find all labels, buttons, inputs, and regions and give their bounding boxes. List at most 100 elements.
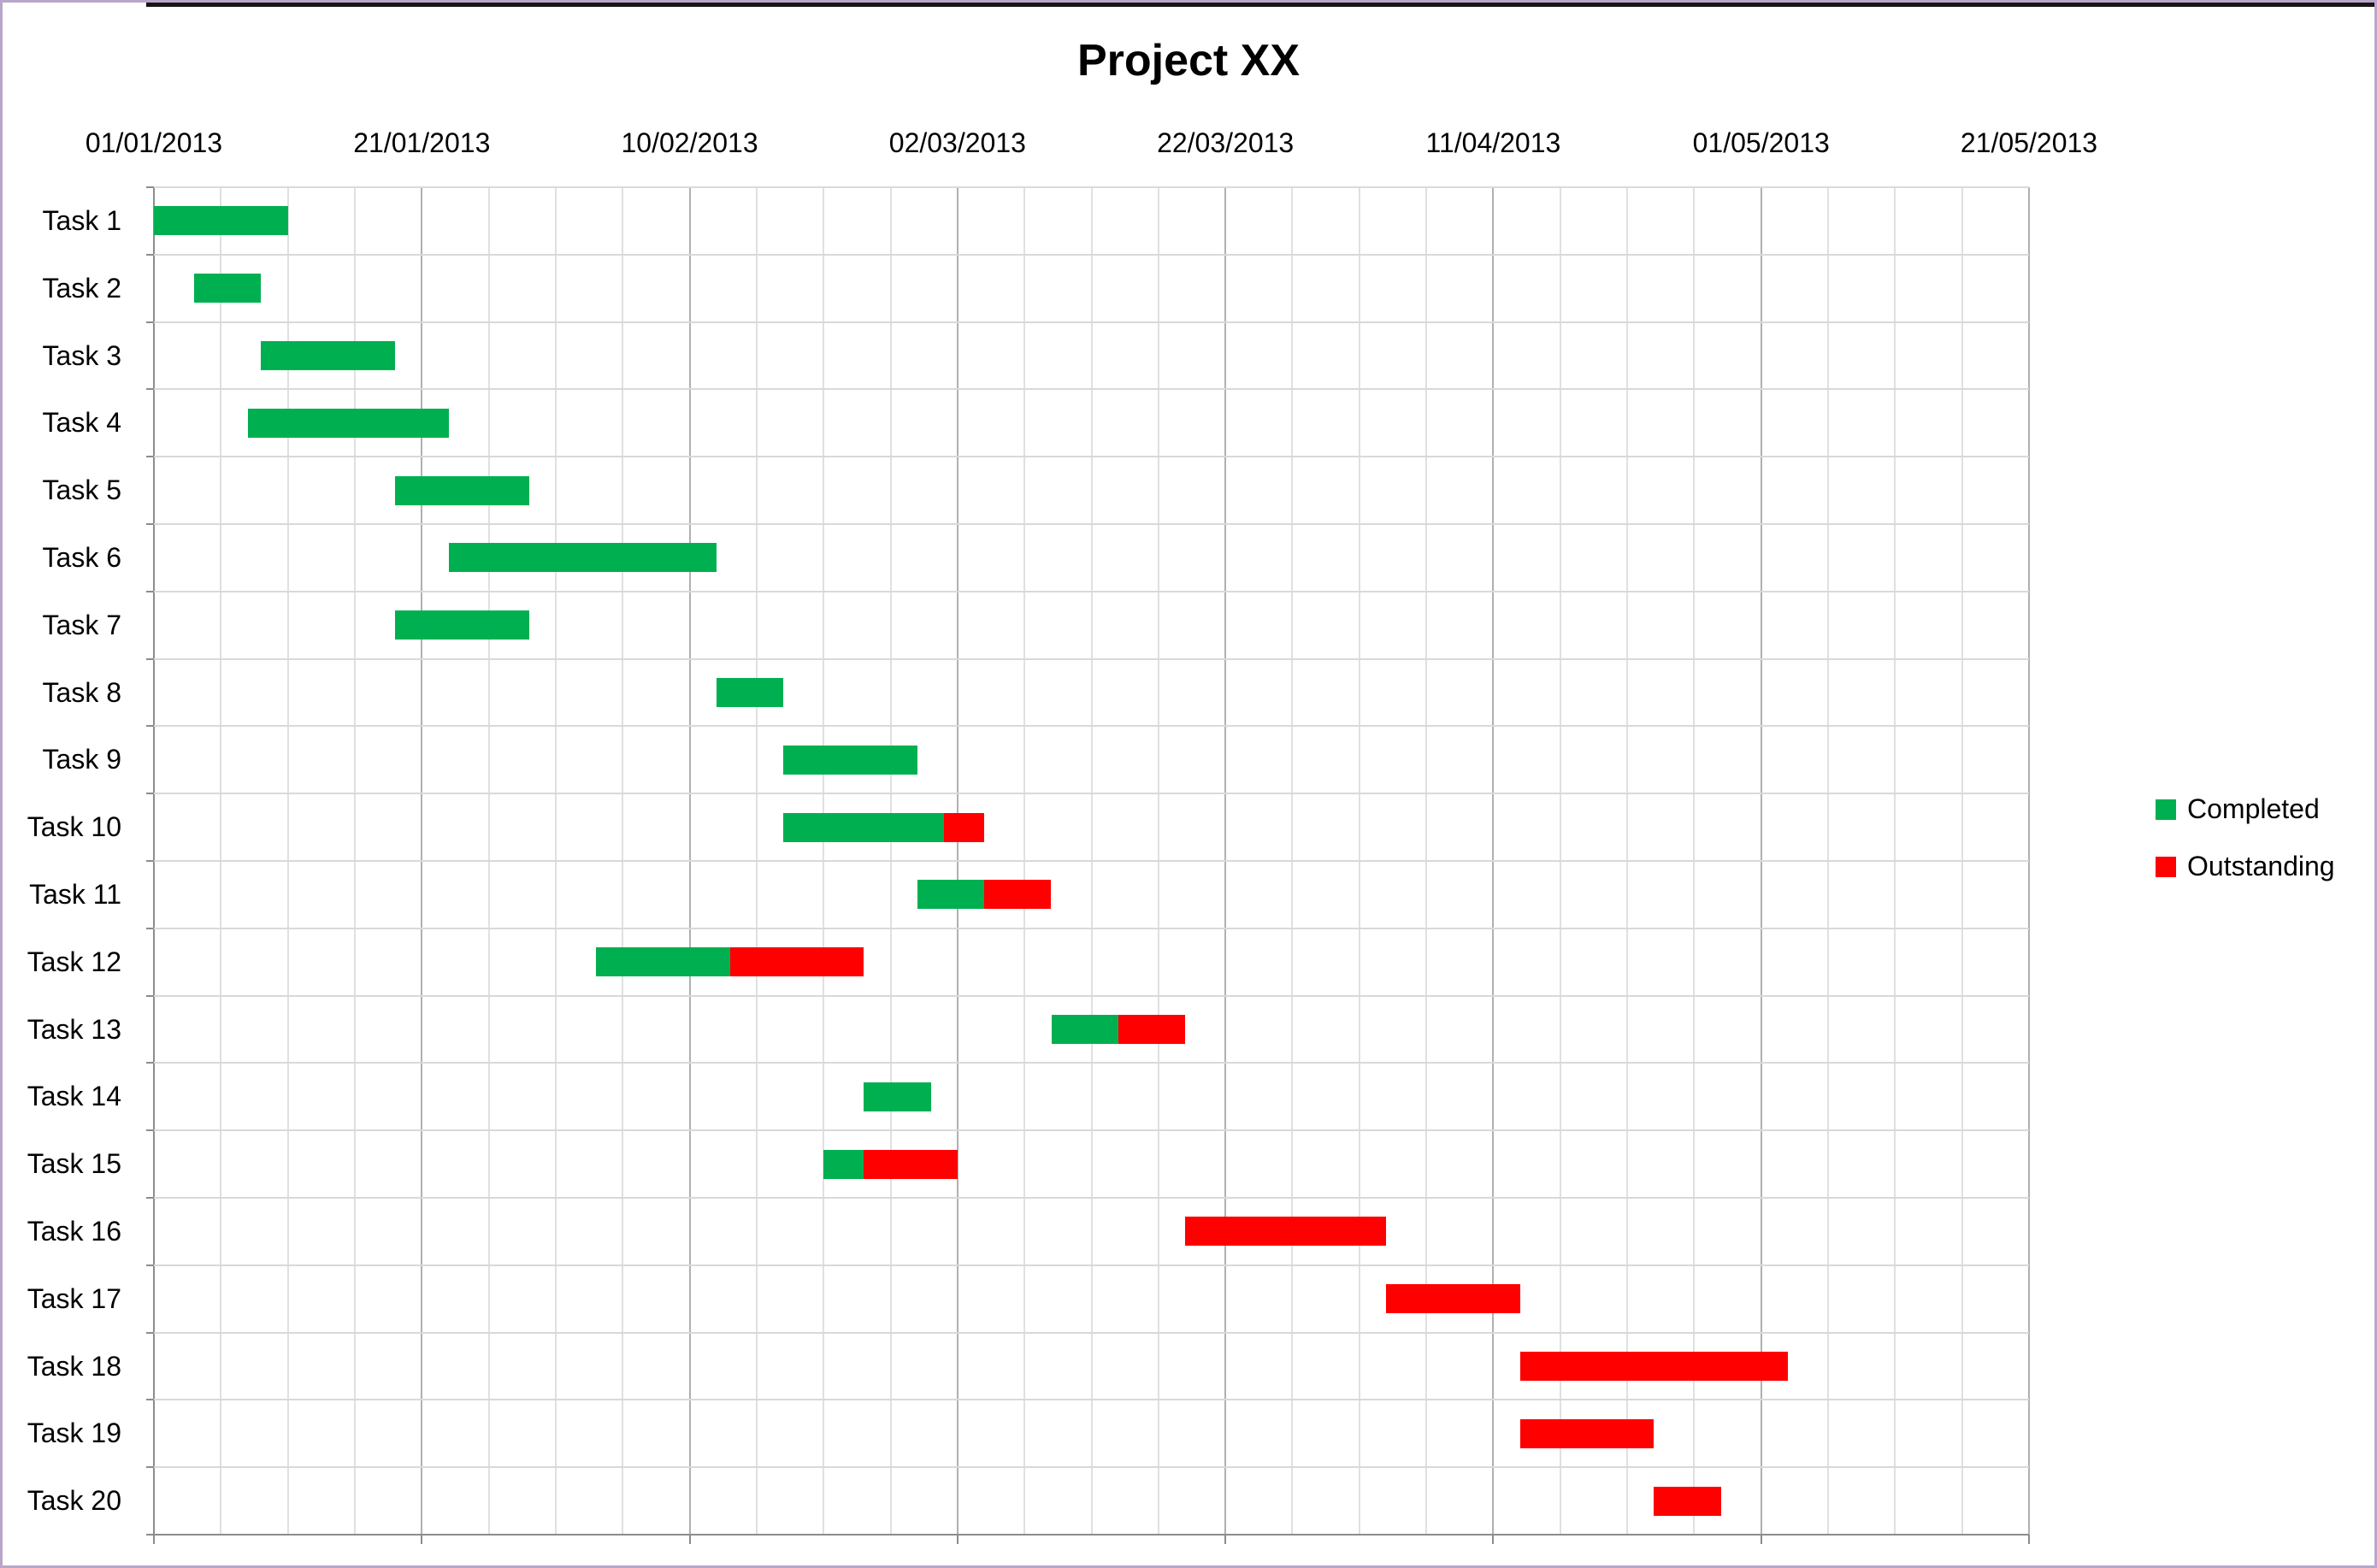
legend-swatch-icon [2156, 856, 2176, 877]
y-axis-tick [146, 590, 154, 592]
row-line [154, 657, 2029, 660]
x-tick-label: 02/03/2013 [888, 127, 1026, 158]
bar-completed [394, 610, 529, 640]
bar-outstanding [1185, 1217, 1387, 1247]
task-label: Task 2 [42, 272, 121, 304]
row-line [154, 793, 2029, 795]
row-line [154, 927, 2029, 929]
bar-completed [595, 947, 730, 977]
task-label: Task 9 [42, 744, 121, 775]
x-tick-label: 10/02/2013 [621, 127, 758, 158]
x-axis-tick [421, 1535, 423, 1544]
y-axis-tick [146, 523, 154, 525]
y-axis-tick [146, 1331, 154, 1334]
y-axis-tick [146, 388, 154, 391]
row-line [154, 725, 2029, 728]
top-border-line [146, 3, 2374, 7]
bar-completed [716, 678, 784, 707]
row-line [154, 860, 2029, 862]
gridline-major [2028, 187, 2030, 1535]
task-label: Task 13 [27, 1013, 121, 1045]
bar-outstanding [729, 947, 864, 977]
row-line [154, 253, 2029, 256]
y-axis-tick [146, 1264, 154, 1266]
task-label: Task 11 [29, 879, 121, 910]
legend-item: Completed [2156, 793, 2335, 825]
task-label: Task 14 [27, 1081, 121, 1112]
bar-completed [783, 745, 917, 775]
task-label: Task 15 [27, 1148, 121, 1180]
row-line [154, 1129, 2029, 1132]
x-axis-tick [153, 1535, 155, 1544]
bar-outstanding [1519, 1352, 1789, 1381]
legend: Completed Outstanding [2156, 793, 2335, 882]
bar-outstanding [1654, 1486, 1721, 1516]
y-axis-tick [146, 253, 154, 256]
task-label: Task 6 [42, 542, 121, 573]
y-axis-tick [146, 927, 154, 929]
task-label: Task 17 [27, 1282, 121, 1314]
row-line [154, 523, 2029, 525]
y-axis-tick [146, 1197, 154, 1199]
row-line [154, 994, 2029, 997]
task-label: Task 20 [27, 1485, 121, 1517]
bar-completed [448, 543, 717, 573]
y-axis-tick [146, 1466, 154, 1469]
task-label: Task 12 [27, 946, 121, 977]
legend-swatch-icon [2156, 799, 2176, 820]
y-axis-tick [146, 456, 154, 458]
y-axis-tick [146, 321, 154, 323]
legend-item: Outstanding [2156, 851, 2335, 882]
y-axis-tick [146, 860, 154, 862]
task-label: Task 8 [42, 676, 121, 708]
y-axis-tick [146, 657, 154, 660]
task-label: Task 5 [42, 475, 121, 506]
task-label: Task 18 [27, 1350, 121, 1382]
row-line [154, 1062, 2029, 1064]
row-line [154, 1264, 2029, 1266]
bar-completed [917, 880, 985, 910]
x-tick-label: 01/01/2013 [85, 127, 223, 158]
bar-outstanding [864, 1149, 958, 1179]
bar-completed [193, 274, 262, 304]
row-line [154, 456, 2029, 458]
y-axis-tick [146, 793, 154, 795]
y-axis-tick [146, 994, 154, 997]
x-axis-tick [688, 1535, 691, 1544]
row-line [154, 1466, 2029, 1469]
bar-completed [394, 475, 529, 505]
task-label: Task 1 [42, 205, 121, 236]
bar-outstanding [1519, 1418, 1654, 1448]
x-axis-tick [1224, 1535, 1227, 1544]
task-label: Task 10 [27, 811, 121, 843]
x-axis-labels: 01/01/2013 21/01/2013 10/02/2013 02/03/2013… [3, 127, 2374, 165]
row-line [154, 590, 2029, 592]
y-axis-tick [146, 725, 154, 728]
row-line [154, 1399, 2029, 1401]
x-axis-line [154, 1534, 2029, 1536]
y-axis-labels: Task 1 Task 2 Task 3 Task 4 Task 5 Task 6 Task… [3, 187, 135, 1535]
x-axis-tick [956, 1535, 958, 1544]
y-axis-tick [146, 1399, 154, 1401]
bar-outstanding [1386, 1284, 1520, 1314]
row-line [154, 388, 2029, 391]
x-axis-tick [2028, 1535, 2030, 1544]
bar-outstanding [1118, 1015, 1186, 1044]
y-axis-tick [146, 1534, 154, 1536]
legend-label: Completed [2187, 793, 2320, 824]
bar-completed [783, 812, 945, 842]
bar-outstanding [984, 880, 1052, 910]
task-label: Task 19 [27, 1418, 121, 1449]
bar-completed [864, 1082, 931, 1111]
bar-completed [247, 408, 449, 438]
y-axis-tick [146, 186, 154, 188]
x-tick-label: 21/01/2013 [353, 127, 491, 158]
chart-title: Project XX [1076, 36, 1301, 85]
x-tick-label: 21/05/2013 [1960, 127, 2098, 158]
x-tick-label: 11/04/2013 [1425, 127, 1561, 158]
x-axis-tick [1760, 1535, 1762, 1544]
plot-area [146, 186, 2030, 1544]
task-label: Task 3 [42, 339, 121, 371]
row-line [154, 1197, 2029, 1199]
